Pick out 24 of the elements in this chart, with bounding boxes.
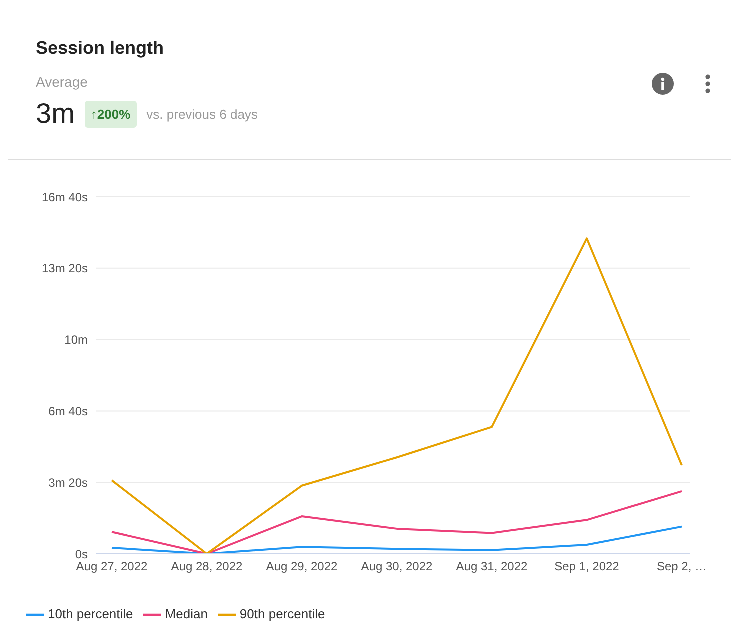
text: vs. previous 6 days xyxy=(146,106,258,122)
y-tick-label: 10m xyxy=(64,333,88,348)
line-series xyxy=(111,238,683,554)
text: 3m xyxy=(36,98,75,130)
text: ↑200% xyxy=(84,100,137,128)
x-tick-label: Aug 27, 2022 xyxy=(76,560,148,574)
line-series xyxy=(111,490,683,554)
chart-subtitle: Average xyxy=(36,74,88,90)
y-tick-label: 0s xyxy=(75,547,88,562)
x-tick-label: Aug 30, 2022 xyxy=(361,560,434,574)
y-tick-label: 6m 40s xyxy=(48,404,88,418)
y-tick-label: 16m 40s xyxy=(42,190,88,204)
y-tick-label: 3m 20s xyxy=(48,476,88,490)
x-tick-label: Aug 29, 2022 xyxy=(266,560,338,574)
line-series xyxy=(111,526,683,554)
y-tick-label: 13m 20s xyxy=(42,262,88,276)
x-tick-label: Sep 2, … xyxy=(656,560,708,574)
x-tick-label: Sep 1, 2022 xyxy=(554,560,620,574)
chart-title: Session length xyxy=(36,38,164,59)
legend-label: 90th percentile xyxy=(240,606,326,622)
legend-label: Median xyxy=(165,606,208,622)
x-tick-label: Aug 31, 2022 xyxy=(456,560,528,574)
legend-label: 10th percentile xyxy=(48,606,134,622)
x-tick-label: Aug 28, 2022 xyxy=(171,560,244,574)
